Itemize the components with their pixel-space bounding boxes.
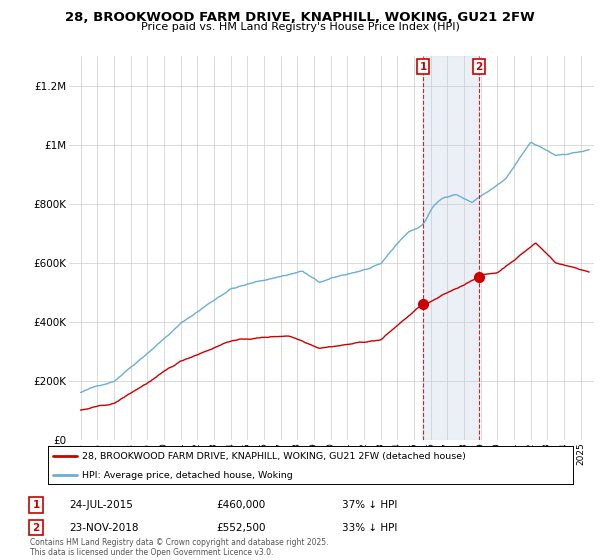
Text: 24-JUL-2015: 24-JUL-2015 [69, 500, 133, 510]
Text: 23-NOV-2018: 23-NOV-2018 [69, 522, 139, 533]
Text: HPI: Average price, detached house, Woking: HPI: Average price, detached house, Woki… [82, 471, 293, 480]
Text: 1: 1 [419, 62, 427, 72]
Text: £460,000: £460,000 [216, 500, 265, 510]
Text: 33% ↓ HPI: 33% ↓ HPI [342, 522, 397, 533]
Text: 37% ↓ HPI: 37% ↓ HPI [342, 500, 397, 510]
Text: Price paid vs. HM Land Registry's House Price Index (HPI): Price paid vs. HM Land Registry's House … [140, 22, 460, 32]
Text: 2: 2 [475, 62, 482, 72]
Bar [423, 56, 479, 440]
Text: £552,500: £552,500 [216, 522, 265, 533]
Text: Contains HM Land Registry data © Crown copyright and database right 2025.
This d: Contains HM Land Registry data © Crown c… [30, 538, 329, 557]
Text: 2: 2 [32, 522, 40, 533]
Text: 28, BROOKWOOD FARM DRIVE, KNAPHILL, WOKING, GU21 2FW: 28, BROOKWOOD FARM DRIVE, KNAPHILL, WOKI… [65, 11, 535, 24]
Text: 1: 1 [32, 500, 40, 510]
Text: 28, BROOKWOOD FARM DRIVE, KNAPHILL, WOKING, GU21 2FW (detached house): 28, BROOKWOOD FARM DRIVE, KNAPHILL, WOKI… [82, 452, 466, 461]
